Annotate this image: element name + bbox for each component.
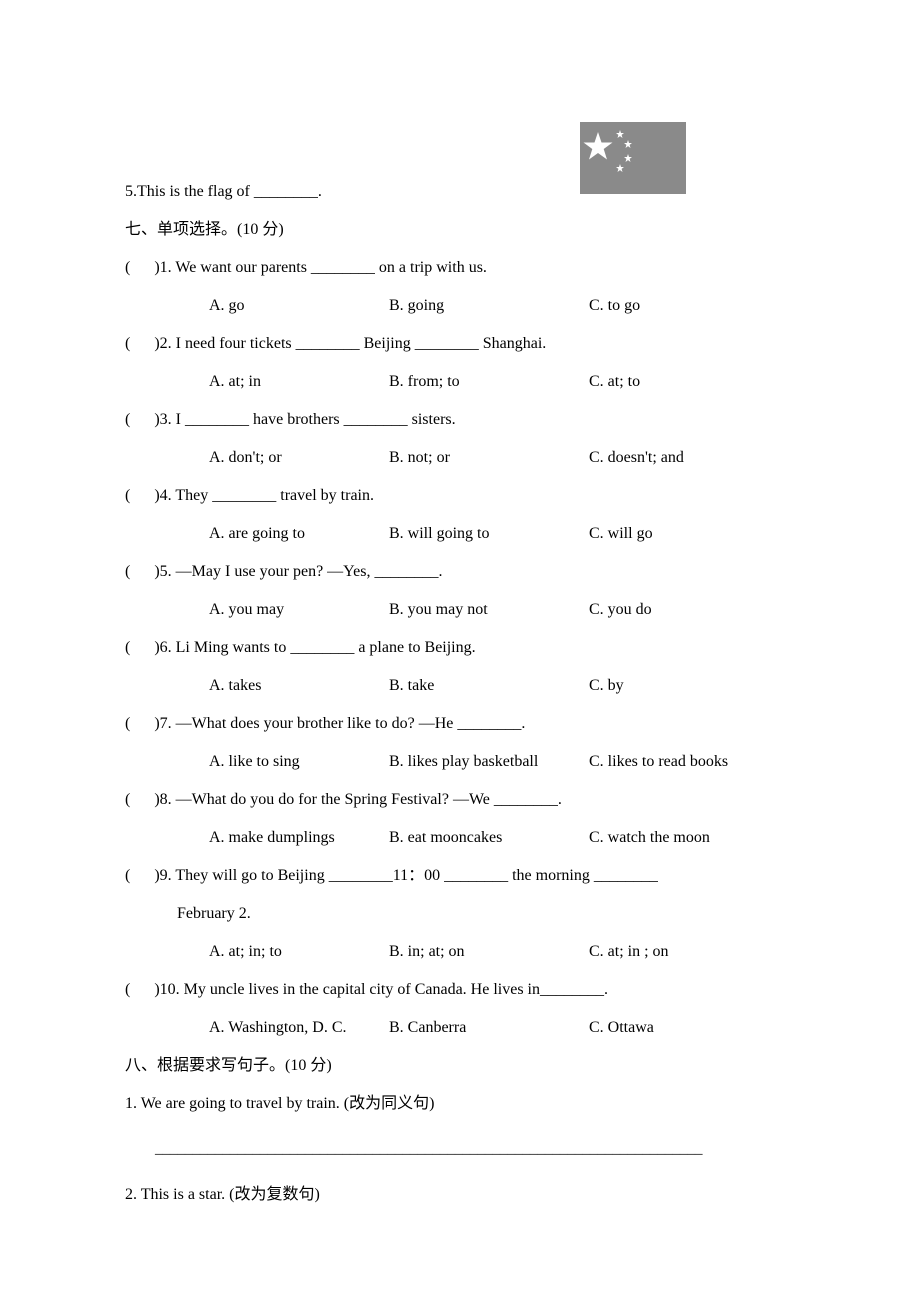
q-text: They will go to Beijing ________11：00 __… (175, 867, 658, 884)
option-c: C. doesn't; and (589, 446, 795, 470)
paren-open: ( (125, 867, 130, 884)
question-5: 5.This is the flag of ________. (125, 180, 795, 204)
q-text: —What does your brother like to do? —He … (176, 715, 526, 732)
paren-open: ( (125, 563, 130, 580)
q-num: 8. (160, 791, 172, 808)
section-7-title: 七、单项选择。(10 分) (125, 218, 795, 242)
option-b: B. you may not (389, 598, 589, 622)
s7-q9-cont: February 2. (125, 902, 795, 926)
option-c: C. you do (589, 598, 795, 622)
s7-q5: ( )5. —May I use your pen? —Yes, _______… (125, 560, 795, 584)
q-num: 9. (160, 867, 172, 884)
q-text: I ________ have brothers ________ sister… (176, 411, 456, 428)
q-num: 10. (160, 981, 180, 998)
s7-q8-options: A. make dumplings B. eat mooncakes C. wa… (125, 826, 795, 850)
s7-q9: ( )9. They will go to Beijing ________11… (125, 864, 795, 888)
option-c: C. at; in ; on (589, 940, 795, 964)
paren-open: ( (125, 259, 130, 276)
option-c: C. will go (589, 522, 795, 546)
option-c: C. watch the moon (589, 826, 795, 850)
s7-q7: ( )7. —What does your brother like to do… (125, 712, 795, 736)
q-num: 7. (160, 715, 172, 732)
q-num: 3. (160, 411, 172, 428)
s8-q1: 1. We are going to travel by train. (改为同… (125, 1092, 795, 1116)
option-c: C. by (589, 674, 795, 698)
s7-q5-options: A. you may B. you may not C. you do (125, 598, 795, 622)
option-a: A. go (209, 294, 389, 318)
s8-q2: 2. This is a star. (改为复数句) (125, 1183, 795, 1207)
option-b: B. going (389, 294, 589, 318)
option-a: A. at; in; to (209, 940, 389, 964)
s7-q3: ( )3. I ________ have brothers ________ … (125, 408, 795, 432)
s7-q1: ( )1. We want our parents ________ on a … (125, 256, 795, 280)
s7-q1-options: A. go B. going C. to go (125, 294, 795, 318)
s7-q10-options: A. Washington, D. C. B. Canberra C. Otta… (125, 1016, 795, 1040)
s7-q6: ( )6. Li Ming wants to ________ a plane … (125, 636, 795, 660)
q-text: They ________ travel by train. (175, 487, 374, 504)
q-num: 6. (160, 639, 172, 656)
q-text: Li Ming wants to ________ a plane to Bei… (176, 639, 476, 656)
option-c: C. at; to (589, 370, 795, 394)
paren-open: ( (125, 715, 130, 732)
option-b: B. not; or (389, 446, 589, 470)
option-c: C. Ottawa (589, 1016, 795, 1040)
section-8-title: 八、根据要求写句子。(10 分) (125, 1054, 795, 1078)
option-a: A. make dumplings (209, 826, 389, 850)
option-a: A. at; in (209, 370, 389, 394)
option-b: B. eat mooncakes (389, 826, 589, 850)
option-a: A. don't; or (209, 446, 389, 470)
option-c: C. likes to read books (589, 750, 795, 774)
s7-q4-options: A. are going to B. will going to C. will… (125, 522, 795, 546)
paren-open: ( (125, 411, 130, 428)
q-num: 4. (160, 487, 172, 504)
option-b: B. Canberra (389, 1016, 589, 1040)
option-b: B. likes play basketball (389, 750, 589, 774)
s7-q2: ( )2. I need four tickets ________ Beiji… (125, 332, 795, 356)
q-text: —What do you do for the Spring Festival?… (176, 791, 562, 808)
s7-q10: ( )10. My uncle lives in the capital cit… (125, 978, 795, 1002)
option-a: A. are going to (209, 522, 389, 546)
q-text: I need four tickets ________ Beijing ___… (176, 335, 547, 352)
s7-q9-options: A. at; in; to B. in; at; on C. at; in ; … (125, 940, 795, 964)
option-c: C. to go (589, 294, 795, 318)
s7-q2-options: A. at; in B. from; to C. at; to (125, 370, 795, 394)
s7-q4: ( )4. They ________ travel by train. (125, 484, 795, 508)
q-num: 2. (160, 335, 172, 352)
option-b: B. take (389, 674, 589, 698)
q-num: 1. (160, 259, 172, 276)
option-a: A. takes (209, 674, 389, 698)
paren-open: ( (125, 981, 130, 998)
s7-q7-options: A. like to sing B. likes play basketball… (125, 750, 795, 774)
option-a: A. you may (209, 598, 389, 622)
s7-q3-options: A. don't; or B. not; or C. doesn't; and (125, 446, 795, 470)
answer-line-1: ________________________________________… (125, 1138, 795, 1161)
paren-open: ( (125, 639, 130, 656)
option-b: B. from; to (389, 370, 589, 394)
option-a: A. like to sing (209, 750, 389, 774)
s7-q6-options: A. takes B. take C. by (125, 674, 795, 698)
q-text: We want our parents ________ on a trip w… (175, 259, 487, 276)
china-flag-icon (580, 122, 686, 194)
paren-open: ( (125, 487, 130, 504)
q-text: —May I use your pen? —Yes, ________. (176, 563, 443, 580)
q-num: 5. (160, 563, 172, 580)
option-b: B. will going to (389, 522, 589, 546)
option-b: B. in; at; on (389, 940, 589, 964)
option-a: A. Washington, D. C. (209, 1016, 389, 1040)
flag-image (580, 122, 686, 202)
paren-open: ( (125, 335, 130, 352)
question-5-text: 5.This is the flag of ________. (125, 183, 322, 200)
s7-q8: ( )8. —What do you do for the Spring Fes… (125, 788, 795, 812)
q-text: My uncle lives in the capital city of Ca… (184, 981, 608, 998)
paren-open: ( (125, 791, 130, 808)
